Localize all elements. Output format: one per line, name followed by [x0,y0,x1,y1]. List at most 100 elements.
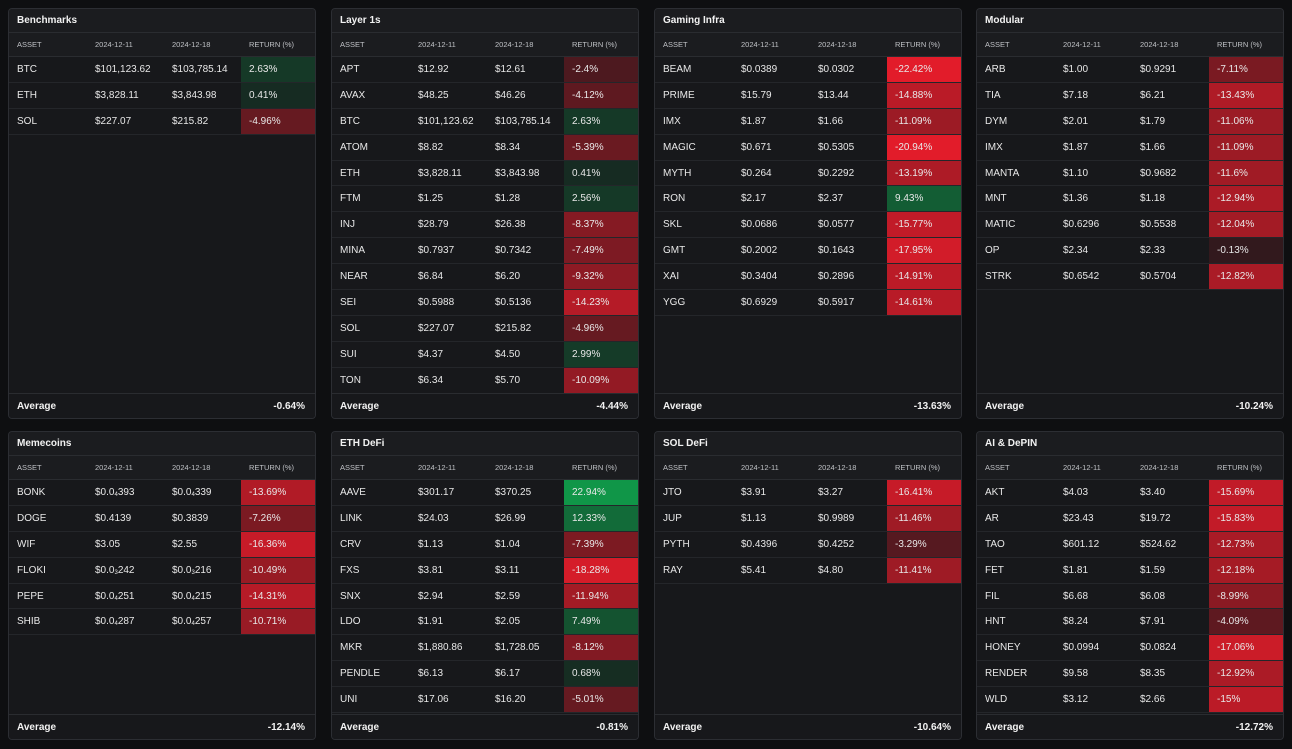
table-row[interactable]: AVAX $48.25 $46.26 -4.12% [332,82,638,109]
price-end: $0.2292 [818,167,855,179]
table-row[interactable]: MANTA $1.10 $0.9682 -11.6% [977,160,1283,187]
header-date-end[interactable]: 2024-12-18 [1140,463,1179,472]
header-date-start[interactable]: 2024-12-11 [95,463,133,472]
table-row[interactable]: HONEY $0.0994 $0.0824 -17.06% [977,635,1283,662]
table-row[interactable]: LDO $1.91 $2.05 7.49% [332,609,638,636]
table-row[interactable]: AR $23.43 $19.72 -15.83% [977,505,1283,532]
header-asset[interactable]: ASSET [663,463,688,472]
table-row[interactable]: MATIC $0.6296 $0.5538 -12.04% [977,212,1283,239]
average-label: Average [17,400,57,412]
header-date-start[interactable]: 2024-12-11 [741,40,779,49]
table-row[interactable]: SKL $0.0686 $0.0577 -15.77% [655,212,961,239]
table-row[interactable]: TON $6.34 $5.70 -10.09% [332,367,638,394]
header-date-start[interactable]: 2024-12-11 [95,40,133,49]
table-row[interactable]: LINK $24.03 $26.99 12.33% [332,505,638,532]
header-return[interactable]: RETURN (%) [895,463,940,472]
header-date-end[interactable]: 2024-12-18 [172,40,211,49]
header-date-start[interactable]: 2024-12-11 [418,463,456,472]
table-row[interactable]: PENDLE $6.13 $6.17 0.68% [332,661,638,688]
table-row[interactable]: BONK $0.04393 $0.04339 -13.69% [9,480,315,506]
header-date-end[interactable]: 2024-12-18 [818,40,857,49]
table-header: ASSET 2024-12-11 2024-12-18 RETURN (%) [655,456,961,480]
table-row[interactable]: IMX $1.87 $1.66 -11.09% [977,134,1283,161]
table-row[interactable]: MKR $1,880.86 $1,728.05 -8.12% [332,635,638,662]
header-return[interactable]: RETURN (%) [1217,40,1262,49]
table-row[interactable]: INJ $28.79 $26.38 -8.37% [332,212,638,239]
table-row[interactable]: APT $12.92 $12.61 -2.4% [332,57,638,83]
header-date-start[interactable]: 2024-12-11 [1063,40,1101,49]
table-row[interactable]: FXS $3.81 $3.11 -18.28% [332,557,638,584]
header-date-start[interactable]: 2024-12-11 [741,463,779,472]
table-row[interactable]: NEAR $6.84 $6.20 -9.32% [332,264,638,291]
table-row[interactable]: YGG $0.6929 $0.5917 -14.61% [655,290,961,316]
table-row[interactable]: RON $2.17 $2.37 9.43% [655,186,961,213]
header-date-end[interactable]: 2024-12-18 [495,463,534,472]
table-row[interactable]: TIA $7.18 $6.21 -13.43% [977,82,1283,109]
table-row[interactable]: CRV $1.13 $1.04 -7.39% [332,531,638,558]
table-row[interactable]: FIL $6.68 $6.08 -8.99% [977,583,1283,610]
header-date-end[interactable]: 2024-12-18 [172,463,211,472]
table-row[interactable]: SHIB $0.04287 $0.04257 -10.71% [9,609,315,636]
table-row[interactable]: MNT $1.36 $1.18 -12.94% [977,186,1283,213]
header-return[interactable]: RETURN (%) [249,40,294,49]
header-asset[interactable]: ASSET [340,463,365,472]
table-row[interactable]: GMT $0.2002 $0.1643 -17.95% [655,238,961,265]
table-row[interactable]: BEAM $0.0389 $0.0302 -22.42% [655,57,961,83]
table-row[interactable]: MYTH $0.264 $0.2292 -13.19% [655,160,961,187]
price-start: $8.82 [418,141,444,153]
table-row[interactable]: DOGE $0.4139 $0.3839 -7.26% [9,505,315,532]
table-row[interactable]: PRIME $15.79 $13.44 -14.88% [655,82,961,109]
table-row[interactable]: ATOM $8.82 $8.34 -5.39% [332,134,638,161]
header-return[interactable]: RETURN (%) [1217,463,1262,472]
header-date-end[interactable]: 2024-12-18 [818,463,857,472]
table-row[interactable]: IMX $1.87 $1.66 -11.09% [655,108,961,135]
table-row[interactable]: WLD $3.12 $2.66 -15% [977,687,1283,714]
table-row[interactable]: PYTH $0.4396 $0.4252 -3.29% [655,531,961,558]
table-row[interactable]: FET $1.81 $1.59 -12.18% [977,557,1283,584]
table-row[interactable]: AKT $4.03 $3.40 -15.69% [977,480,1283,506]
header-date-end[interactable]: 2024-12-18 [1140,40,1179,49]
header-return[interactable]: RETURN (%) [572,463,617,472]
header-date-end[interactable]: 2024-12-18 [495,40,534,49]
header-return[interactable]: RETURN (%) [572,40,617,49]
header-asset[interactable]: ASSET [985,40,1010,49]
table-row[interactable]: SOL $227.07 $215.82 -4.96% [9,108,315,135]
table-row[interactable]: UNI $17.06 $16.20 -5.01% [332,687,638,714]
header-asset[interactable]: ASSET [17,40,42,49]
table-row[interactable]: DYM $2.01 $1.79 -11.06% [977,108,1283,135]
header-asset[interactable]: ASSET [17,463,42,472]
table-row[interactable]: OP $2.34 $2.33 -0.13% [977,238,1283,265]
header-asset[interactable]: ASSET [663,40,688,49]
table-row[interactable]: HNT $8.24 $7.91 -4.09% [977,609,1283,636]
table-row[interactable]: ARB $1.00 $0.9291 -7.11% [977,57,1283,83]
table-row[interactable]: MAGIC $0.671 $0.5305 -20.94% [655,134,961,161]
header-return[interactable]: RETURN (%) [249,463,294,472]
table-row[interactable]: RENDER $9.58 $8.35 -12.92% [977,661,1283,688]
header-date-start[interactable]: 2024-12-11 [418,40,456,49]
table-row[interactable]: TAO $601.12 $524.62 -12.73% [977,531,1283,558]
table-row[interactable]: SEI $0.5988 $0.5136 -14.23% [332,290,638,316]
table-row[interactable]: SUI $4.37 $4.50 2.99% [332,341,638,368]
table-row[interactable]: JUP $1.13 $0.9989 -11.46% [655,505,961,532]
table-row[interactable]: RAY $5.41 $4.80 -11.41% [655,557,961,584]
table-row[interactable]: JTO $3.91 $3.27 -16.41% [655,480,961,506]
table-row[interactable]: WIF $3.05 $2.55 -16.36% [9,531,315,558]
table-row[interactable]: SNX $2.94 $2.59 -11.94% [332,583,638,610]
header-return[interactable]: RETURN (%) [895,40,940,49]
table-row[interactable]: BTC $101,123.62 $103,785.14 2.63% [9,57,315,83]
header-date-start[interactable]: 2024-12-11 [1063,463,1101,472]
table-row[interactable]: ETH $3,828.11 $3,843.98 0.41% [9,82,315,109]
table-row[interactable]: SOL $227.07 $215.82 -4.96% [332,315,638,342]
header-asset[interactable]: ASSET [985,463,1010,472]
table-row[interactable]: FTM $1.25 $1.28 2.56% [332,186,638,213]
table-row[interactable]: MINA $0.7937 $0.7342 -7.49% [332,238,638,265]
table-row[interactable]: STRK $0.6542 $0.5704 -12.82% [977,264,1283,291]
table-row[interactable]: ETH $3,828.11 $3,843.98 0.41% [332,160,638,187]
header-asset[interactable]: ASSET [340,40,365,49]
table-row[interactable]: BTC $101,123.62 $103,785.14 2.63% [332,108,638,135]
table-row[interactable]: XAI $0.3404 $0.2896 -14.91% [655,264,961,291]
price-end: $0.4252 [818,538,855,550]
table-row[interactable]: AAVE $301.17 $370.25 22.94% [332,480,638,506]
table-row[interactable]: FLOKI $0.03242 $0.03216 -10.49% [9,557,315,584]
table-row[interactable]: PEPE $0.04251 $0.04215 -14.31% [9,583,315,610]
